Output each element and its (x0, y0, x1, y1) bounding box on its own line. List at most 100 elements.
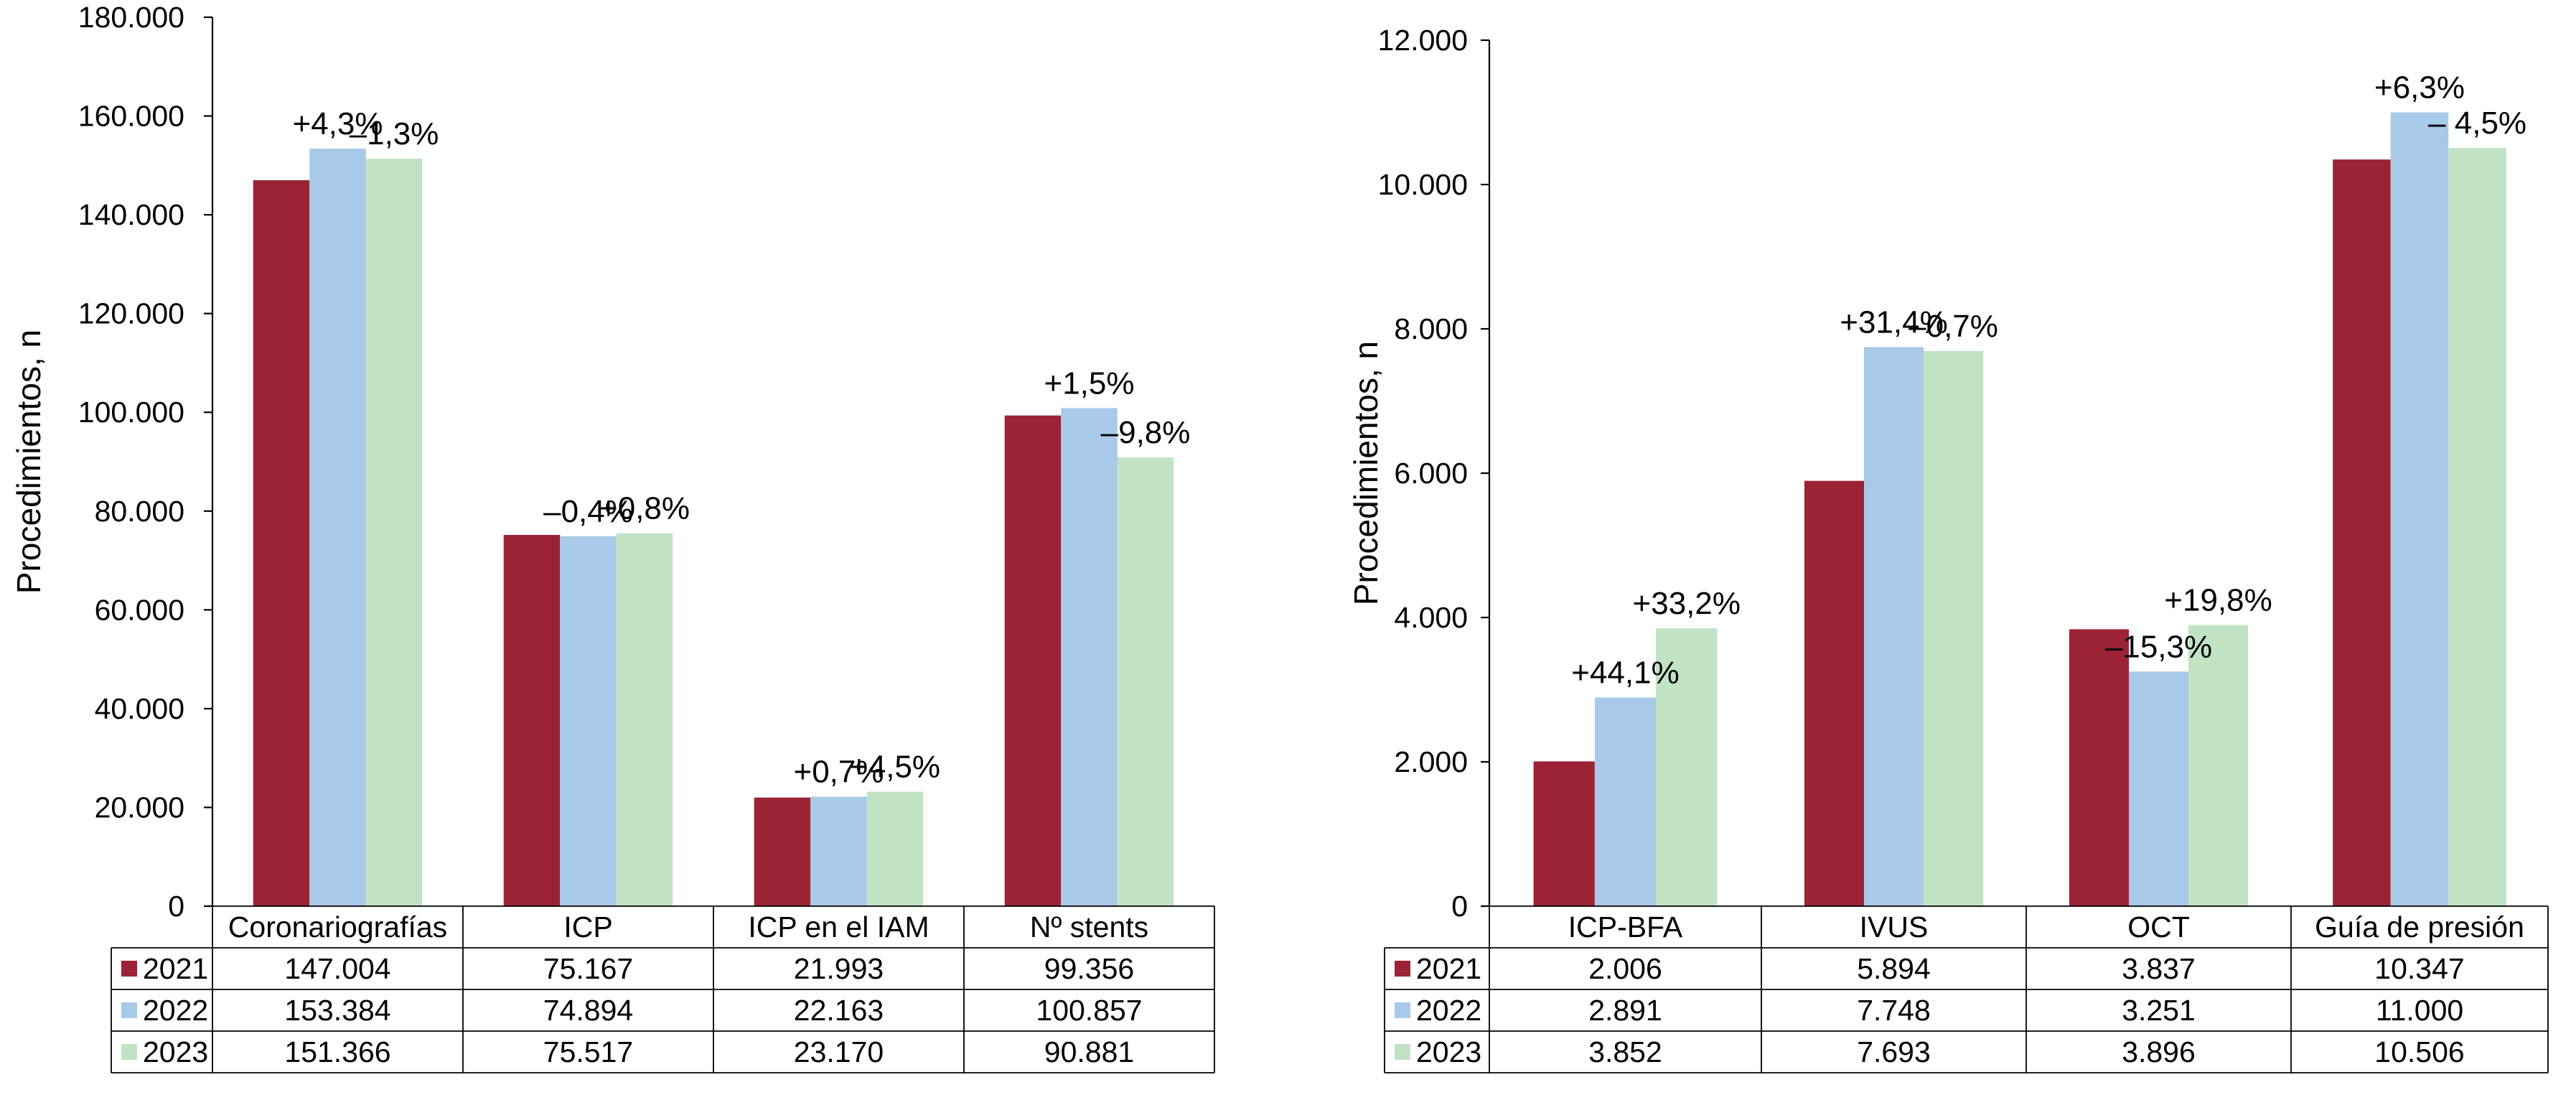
change-annotation: +6,3% (2374, 70, 2465, 106)
y-tick-label: 0 (1451, 890, 1468, 923)
y-axis-label: Procedimientos, n (10, 330, 47, 594)
data-label: 153.384 (284, 994, 390, 1027)
x-category-label: IVUS (1860, 910, 1929, 943)
data-label: 7.748 (1857, 994, 1931, 1027)
bar-2023-0 (365, 158, 423, 907)
legend-swatch-2022 (121, 1002, 137, 1018)
y-tick-label: 60.000 (95, 593, 184, 626)
x-category-label: OCT (2127, 910, 2190, 943)
data-label: 75.167 (543, 952, 633, 985)
data-label: 99.356 (1044, 952, 1134, 985)
data-label: 10.347 (2374, 952, 2464, 985)
y-tick-label: 8.000 (1394, 312, 1468, 345)
change-annotation: +0,8% (599, 491, 690, 526)
bar-2022-2 (2128, 671, 2189, 906)
data-label: 74.894 (543, 994, 633, 1027)
bar-2023-2 (866, 791, 924, 906)
data-label: 3.251 (2122, 994, 2196, 1027)
change-annotation: – 4,5% (2428, 106, 2526, 141)
data-label: 100.857 (1036, 994, 1142, 1027)
data-label: 75.517 (543, 1035, 633, 1068)
y-tick-label: 2.000 (1394, 745, 1468, 778)
legend-label: 2023 (143, 1035, 208, 1068)
y-tick-label: 160.000 (78, 100, 184, 133)
data-label: 147.004 (284, 952, 390, 985)
y-tick-label: 180.000 (78, 1, 184, 34)
change-annotation: +33,2% (1633, 586, 1741, 621)
bar-2021-2 (2069, 629, 2129, 906)
data-label: 3.896 (2122, 1035, 2196, 1068)
change-annotation: –15,3% (2105, 629, 2212, 664)
legend-swatch-2023 (121, 1044, 137, 1060)
change-annotation: –0,4% (543, 494, 633, 529)
legend-label: 2021 (1416, 952, 1481, 985)
bar-2023-0 (1656, 628, 1718, 906)
data-label: 23.170 (794, 1035, 884, 1068)
bar-2023-2 (2188, 625, 2249, 906)
legend-label: 2021 (143, 952, 208, 985)
bar-2022-2 (810, 796, 867, 906)
bar-2021-1 (503, 535, 561, 906)
x-category-label: ICP-BFA (1568, 910, 1683, 943)
data-label: 7.693 (1857, 1035, 1931, 1068)
y-tick-label: 0 (168, 890, 184, 923)
bar-2021-0 (1533, 761, 1595, 906)
y-tick-label: 4.000 (1394, 601, 1468, 634)
data-label: 11.000 (2376, 994, 2463, 1027)
legend-label: 2022 (143, 994, 208, 1027)
bar-chart-2: 0 2.000 4.000 6.000 8.000 10.000 12.000 Procedi… (1347, 24, 2549, 1073)
legend-label: 2023 (1416, 1035, 1481, 1068)
bar-2021-3 (1004, 415, 1062, 906)
data-label: 2.006 (1588, 952, 1662, 985)
change-annotation: +31,4% (1840, 304, 1947, 340)
bar-2022-3 (2390, 112, 2449, 906)
legend-label: 2022 (1416, 994, 1481, 1027)
y-tick-label: 100.000 (78, 396, 184, 429)
data-label: 21.993 (794, 952, 884, 985)
x-category-label: ICP en el IAM (748, 910, 929, 943)
x-category-label: Nº stents (1030, 910, 1148, 943)
y-tick-label: 20.000 (95, 791, 184, 824)
change-annotation: –1,3% (350, 116, 439, 152)
y-tick-label: 6.000 (1394, 457, 1468, 490)
data-label: 5.894 (1857, 952, 1931, 985)
bar-2021-2 (754, 797, 811, 906)
data-label: 90.881 (1044, 1035, 1134, 1068)
data-label: 151.366 (284, 1035, 390, 1068)
change-annotation: +19,8% (2164, 582, 2272, 618)
legend-swatch-2022 (1395, 1002, 1410, 1018)
change-annotation: –0,7% (1908, 309, 1998, 344)
change-annotation: +4,3% (293, 106, 383, 141)
bar-2022-0 (1594, 697, 1657, 906)
bar-2021-1 (1804, 480, 1864, 906)
x-category-label: Guía de presión (2315, 910, 2524, 943)
data-label: 2.891 (1588, 994, 1662, 1027)
legend-swatch-2021 (121, 961, 137, 977)
bar-2021-3 (2333, 159, 2391, 907)
legend-swatch-2023 (1395, 1044, 1410, 1060)
y-tick-label: 40.000 (95, 692, 184, 725)
bar-2023-1 (616, 533, 673, 906)
bar-chart-1: 0 20.000 40.000 60.000 80.000 100.000 120.000 1… (10, 1, 1215, 1073)
change-annotation: +44,1% (1571, 655, 1679, 690)
change-annotation: +0,7% (794, 755, 884, 790)
data-label: 22.163 (794, 994, 884, 1027)
bar-2023-3 (1117, 457, 1174, 906)
x-category-label: ICP (563, 910, 612, 943)
y-tick-label: 140.000 (78, 198, 184, 231)
data-label: 3.852 (1588, 1035, 1662, 1068)
data-label: 10.506 (2374, 1035, 2464, 1068)
change-annotation: –9,8% (1101, 415, 1191, 450)
bar-2023-3 (2448, 148, 2506, 907)
bar-2021-0 (253, 180, 310, 906)
y-tick-label: 12.000 (1378, 24, 1468, 57)
bar-2022-0 (309, 149, 366, 906)
change-annotation: +1,5% (1044, 365, 1135, 401)
y-tick-label: 80.000 (95, 495, 184, 528)
bar-2023-1 (1924, 350, 1984, 906)
bar-2022-1 (1863, 347, 1924, 906)
y-tick-label: 10.000 (1378, 168, 1468, 201)
data-label: 3.837 (2122, 952, 2196, 985)
change-annotation: +4,5% (850, 750, 940, 785)
